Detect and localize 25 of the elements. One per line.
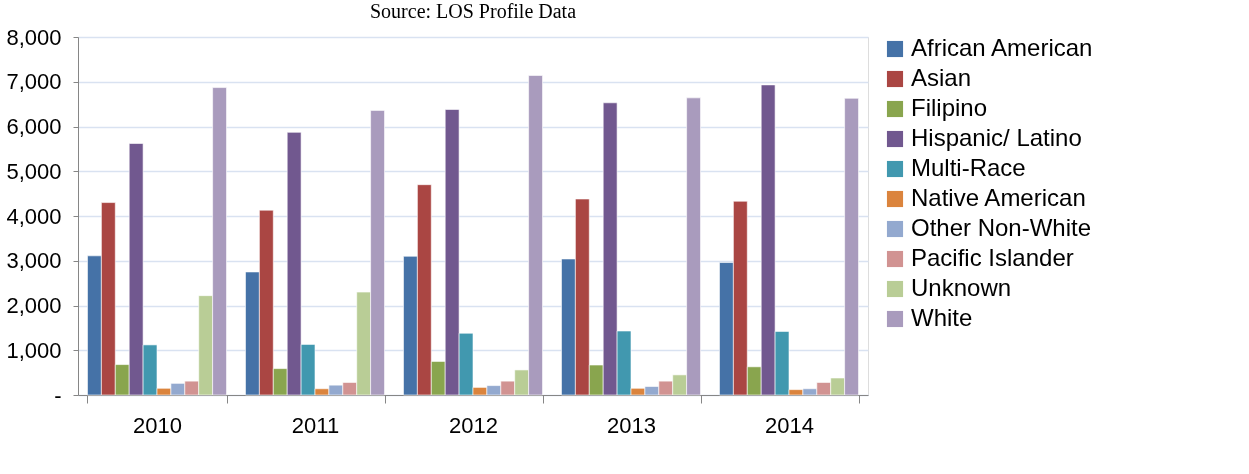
chart-title: Source: LOS Profile Data <box>369 0 577 22</box>
legend-label: Filipino <box>911 94 988 121</box>
legend-label: African American <box>911 34 1093 61</box>
y-tick-label: 4,000 <box>6 203 62 229</box>
legend-label: Pacific Islander <box>911 244 1074 271</box>
x-tick-label: 2012 <box>449 412 498 438</box>
legend-label: White <box>911 304 973 331</box>
legend-label: Unknown <box>911 274 1012 301</box>
x-tick-label: 2010 <box>133 412 182 438</box>
legend-label: Asian <box>911 64 972 91</box>
legend-label: Multi-Race <box>911 154 1026 181</box>
y-tick-label: 6,000 <box>6 114 62 139</box>
y-tick-label: 5,000 <box>6 158 62 184</box>
x-tick-label: 2011 <box>291 412 340 438</box>
legend-label: Other Non-White <box>911 214 1092 241</box>
x-tick-label: 2013 <box>607 412 656 438</box>
y-tick-label: 2,000 <box>6 293 62 318</box>
x-tick-label: 2014 <box>765 412 814 438</box>
legend-label: Hispanic/ Latino <box>911 124 1082 151</box>
y-tick-label: - <box>54 382 62 408</box>
y-tick-label: 7,000 <box>6 69 62 95</box>
y-tick-label: 8,000 <box>6 24 62 50</box>
legend-label: Native American <box>911 184 1086 211</box>
y-tick-label: 3,000 <box>6 248 62 274</box>
y-tick-label: 1,000 <box>6 337 62 363</box>
